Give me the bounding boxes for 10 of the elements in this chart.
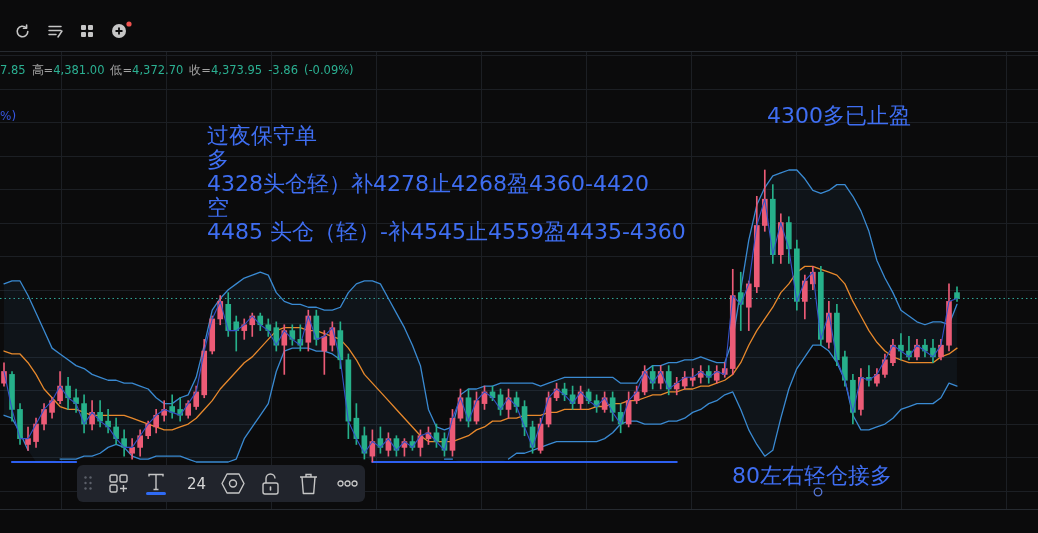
text: 24 bbox=[187, 475, 207, 493]
text: 4300多已止盈 bbox=[767, 103, 911, 128]
annotation: 4485 头仓（轻）-补4545止4559盈4435-4360 bbox=[207, 219, 686, 244]
text: 过夜保守单 bbox=[207, 123, 317, 148]
text: %) bbox=[0, 108, 17, 124]
annotation: 多 bbox=[207, 147, 229, 172]
annotation: 空 bbox=[207, 195, 229, 220]
annotation: 4328头仓轻）补4278止4268盈4360-4420 bbox=[207, 171, 649, 196]
text: 80左右轻仓接多 bbox=[732, 463, 892, 488]
text: 7.85 高=4,381.00 低=4,372.70 收=4,373.95 -3.86 (-0.09%) bbox=[0, 63, 354, 77]
